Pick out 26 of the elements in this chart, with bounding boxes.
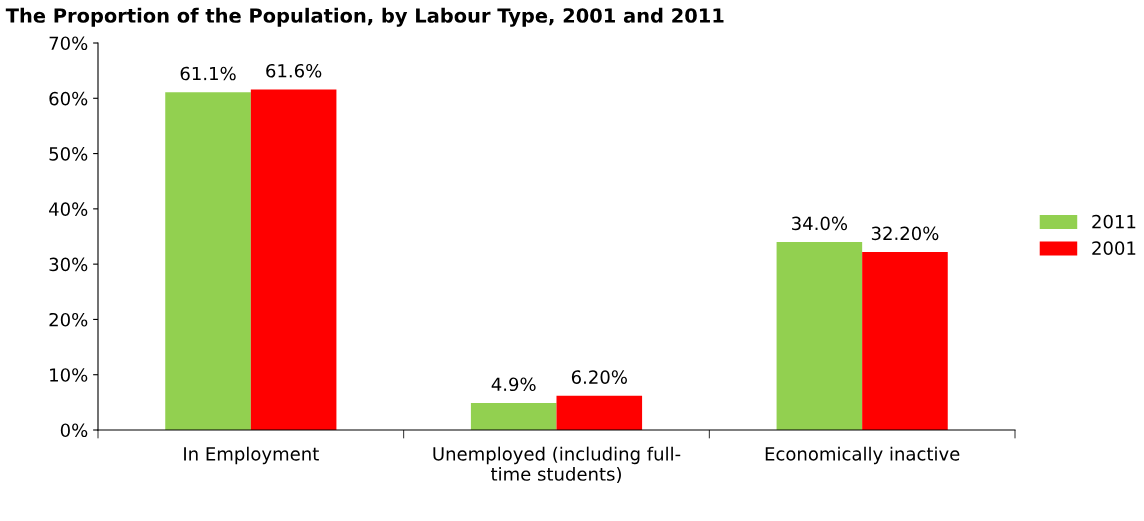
- chart-title: The Proportion of the Population, by Labour Type, 2001 and 2011: [5, 7, 724, 27]
- bar: [862, 251, 948, 430]
- y-tick-label: 30%: [49, 257, 88, 272]
- y-tick-label: 20%: [49, 312, 88, 327]
- data-label: 32.20%: [871, 226, 939, 241]
- bar: [470, 402, 557, 430]
- data-label: 61.6%: [266, 63, 322, 78]
- data-label: 6.20%: [571, 370, 627, 384]
- y-tick-label: 70%: [49, 36, 88, 51]
- bar: [250, 89, 337, 430]
- bar: [776, 242, 863, 430]
- bar: [165, 92, 251, 430]
- y-tick-label: 50%: [49, 147, 88, 161]
- data-label: 4.9%: [491, 377, 536, 392]
- x-tick-label: Unemployed (including full- time students): [433, 446, 681, 483]
- data-label: 61.1%: [180, 66, 236, 81]
- y-tick-label: 60%: [49, 91, 88, 106]
- y-tick-label: 0%: [60, 423, 88, 438]
- legend-label: 2011: [1092, 214, 1136, 229]
- x-tick-label: Economically inactive: [765, 446, 960, 465]
- y-tick-label: 10%: [50, 368, 88, 382]
- bar: [556, 395, 643, 430]
- data-label: 34.0%: [792, 216, 848, 231]
- legend-label: 2001: [1092, 241, 1136, 255]
- y-tick-label: 40%: [49, 202, 88, 216]
- x-tick-label: In Employment: [184, 446, 319, 465]
